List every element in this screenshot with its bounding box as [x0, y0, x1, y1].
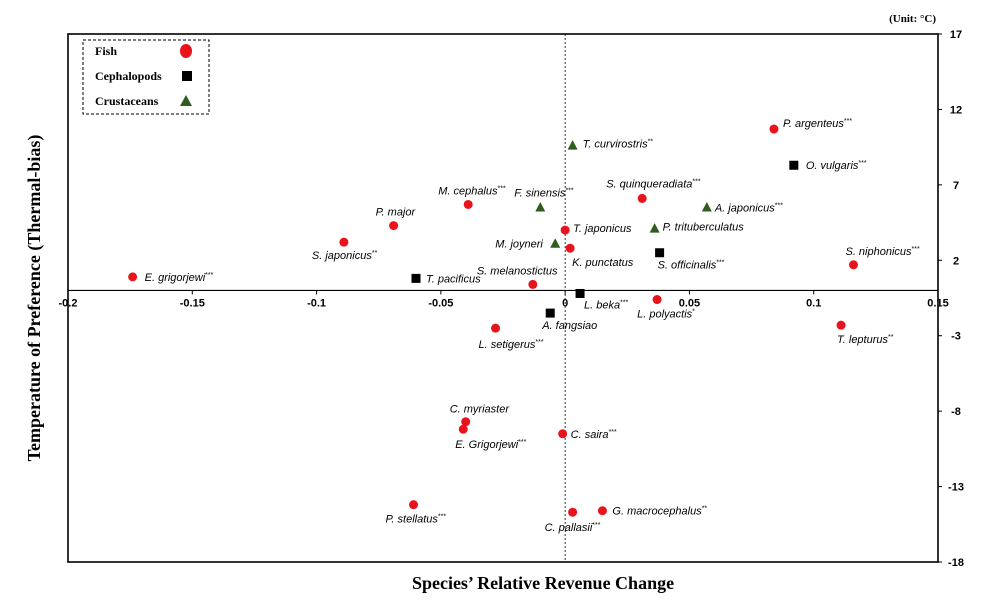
data-label: P. argenteus*** [783, 118, 852, 130]
data-label: T. lepturus** [837, 334, 894, 346]
data-label: L. polyactis* [637, 309, 695, 321]
y-tick-label: 17 [950, 29, 962, 41]
x-tick-label: -0.15 [180, 297, 205, 309]
data-label: G. macrocephalus** [612, 506, 707, 518]
data-label: C. myriaster [450, 404, 511, 416]
data-point [411, 273, 421, 283]
data-point [550, 238, 561, 248]
data-point [560, 225, 570, 235]
data-label: E. grigorjewi*** [145, 272, 214, 284]
data-label: L. beka*** [584, 299, 629, 311]
data-label: S. officinalis*** [658, 260, 725, 272]
data-point [655, 248, 665, 258]
data-point [836, 320, 846, 330]
x-tick-label: -0.2 [59, 297, 78, 309]
x-tick-label: -0.1 [307, 297, 326, 309]
y-tick-label: -8 [951, 406, 961, 418]
data-points: P. argenteus*** S. niphonicus*** T. leptur… [128, 118, 920, 534]
data-label: E. Grigorjewi*** [455, 439, 526, 451]
x-ticks: -0.2 -0.15 -0.1 -0.05 0 0.05 0.1 0.15 [59, 290, 949, 309]
data-point [389, 221, 399, 231]
data-point [528, 279, 538, 289]
data-point [637, 193, 647, 203]
data-point [567, 140, 578, 150]
data-label: F. sinensis*** [514, 187, 574, 199]
legend-cephalopods-label: Cephalopods [95, 69, 162, 83]
data-label: K. punctatus [572, 257, 634, 269]
data-label: P. stellatus*** [386, 514, 447, 526]
x-tick-label: -0.05 [428, 297, 453, 309]
legend: Fish Cephalopods Crustaceans [82, 39, 210, 115]
data-point [558, 429, 568, 439]
data-label: T. curvirostris** [583, 139, 654, 151]
data-point [597, 506, 607, 516]
data-point [128, 272, 138, 282]
data-label: A. japonicus*** [714, 202, 783, 214]
data-label: T. pacificus [426, 273, 481, 285]
data-point [535, 201, 546, 212]
data-point [848, 260, 858, 270]
data-label: M. cephalus*** [438, 185, 506, 197]
data-point [789, 160, 799, 170]
y-tick-label: -13 [948, 482, 964, 494]
legend-fish-label: Fish [95, 44, 117, 58]
data-label: L. setigerus*** [479, 339, 544, 351]
data-label: T. japonicus [573, 223, 632, 235]
legend-cephalopods-marker [182, 71, 192, 81]
legend-crustaceans-label: Crustaceans [95, 94, 159, 108]
data-label: P. major [376, 207, 417, 219]
data-point [545, 308, 555, 318]
data-point [458, 424, 468, 434]
data-label: P. trituberculatus [663, 222, 745, 234]
data-label: C. saira*** [571, 429, 617, 441]
unit-note: (Unit: °C) [889, 13, 936, 25]
x-tick-label: 0.15 [927, 297, 948, 309]
data-point [649, 223, 660, 233]
data-point [652, 295, 662, 305]
y-ticks: 17 12 7 2 -3 -8 -13 -18 [938, 29, 964, 569]
legend-crustaceans-marker [180, 95, 192, 106]
data-label: O. vulgaris*** [806, 160, 867, 172]
y-tick-label: -18 [948, 557, 964, 569]
data-point [769, 124, 779, 134]
x-tick-label: 0.05 [679, 297, 700, 309]
x-axis-title: Species’ Relative Revenue Change [412, 573, 674, 593]
y-tick-label: 7 [953, 180, 959, 192]
data-label: M. joyneri [495, 239, 543, 251]
data-label: S. melanostictus [477, 265, 558, 277]
data-point [701, 201, 712, 212]
data-point [565, 243, 575, 253]
data-label: S. niphonicus*** [845, 246, 919, 258]
y-axis-title: Temperature of Preference (Thermal-bias) [24, 135, 45, 462]
data-label: A. fangsiao [541, 320, 597, 332]
y-tick-label: 12 [950, 104, 962, 116]
data-point [339, 237, 349, 247]
data-label: S. quinqueradiata*** [606, 178, 701, 190]
plot-frame [67, 33, 939, 563]
x-tick-label: 0.1 [806, 297, 821, 309]
data-point [463, 199, 473, 209]
y-tick-label: 2 [953, 255, 959, 267]
x-tick-label: 0 [562, 297, 568, 309]
data-point [491, 323, 501, 333]
data-label: S. japonicus** [312, 250, 378, 262]
legend-fish-marker [180, 44, 192, 58]
data-point [575, 288, 585, 298]
data-point [568, 507, 578, 517]
data-point [409, 500, 419, 510]
data-point [461, 417, 471, 427]
y-tick-label: -3 [951, 331, 961, 343]
data-label: C. pallasii*** [545, 522, 601, 534]
